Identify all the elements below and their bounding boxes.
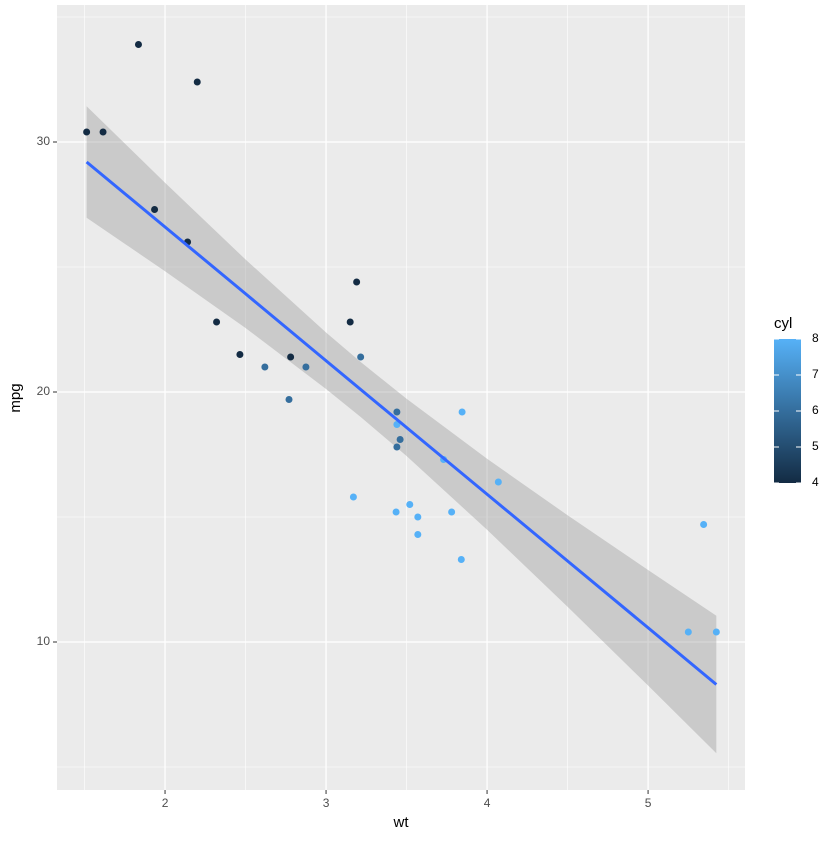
point [83,128,91,136]
point [357,353,365,361]
point [414,513,422,521]
point [302,363,310,371]
x-tick-label: 5 [645,796,652,810]
x-axis-label: wt [393,814,410,831]
point [458,408,466,416]
point [349,493,357,501]
point [134,41,142,48]
point [392,508,400,516]
point [396,436,404,443]
x-tick-label: 4 [484,796,491,810]
point [448,508,456,516]
point [414,531,422,538]
point [151,206,159,213]
point [494,478,502,486]
point [346,318,354,326]
point [261,363,269,371]
point [193,78,201,86]
point [457,556,465,563]
point [287,353,295,361]
x-tick-label: 3 [323,796,330,810]
legend-label: 8 [812,331,819,345]
point [393,443,401,451]
legend-label: 6 [812,403,819,417]
legend-label: 5 [812,439,819,453]
point [236,351,244,358]
legend-title: cyl [774,315,792,332]
point [684,628,692,636]
panel [57,5,745,790]
y-tick-label: 10 [37,634,51,648]
point [712,628,720,636]
point [353,278,361,286]
confidence-band [86,106,717,754]
point [700,521,708,528]
fit-line [85,160,718,686]
legend-label: 7 [812,367,819,381]
point [406,501,414,508]
y-tick-label: 30 [37,134,51,148]
x-tick-label: 2 [162,796,169,810]
point [213,318,221,326]
y-tick-label: 20 [37,384,51,398]
y-axis-label: mpg [7,383,24,412]
legend-label: 4 [812,475,819,489]
point [393,408,401,416]
point [285,396,293,403]
point [99,128,107,136]
